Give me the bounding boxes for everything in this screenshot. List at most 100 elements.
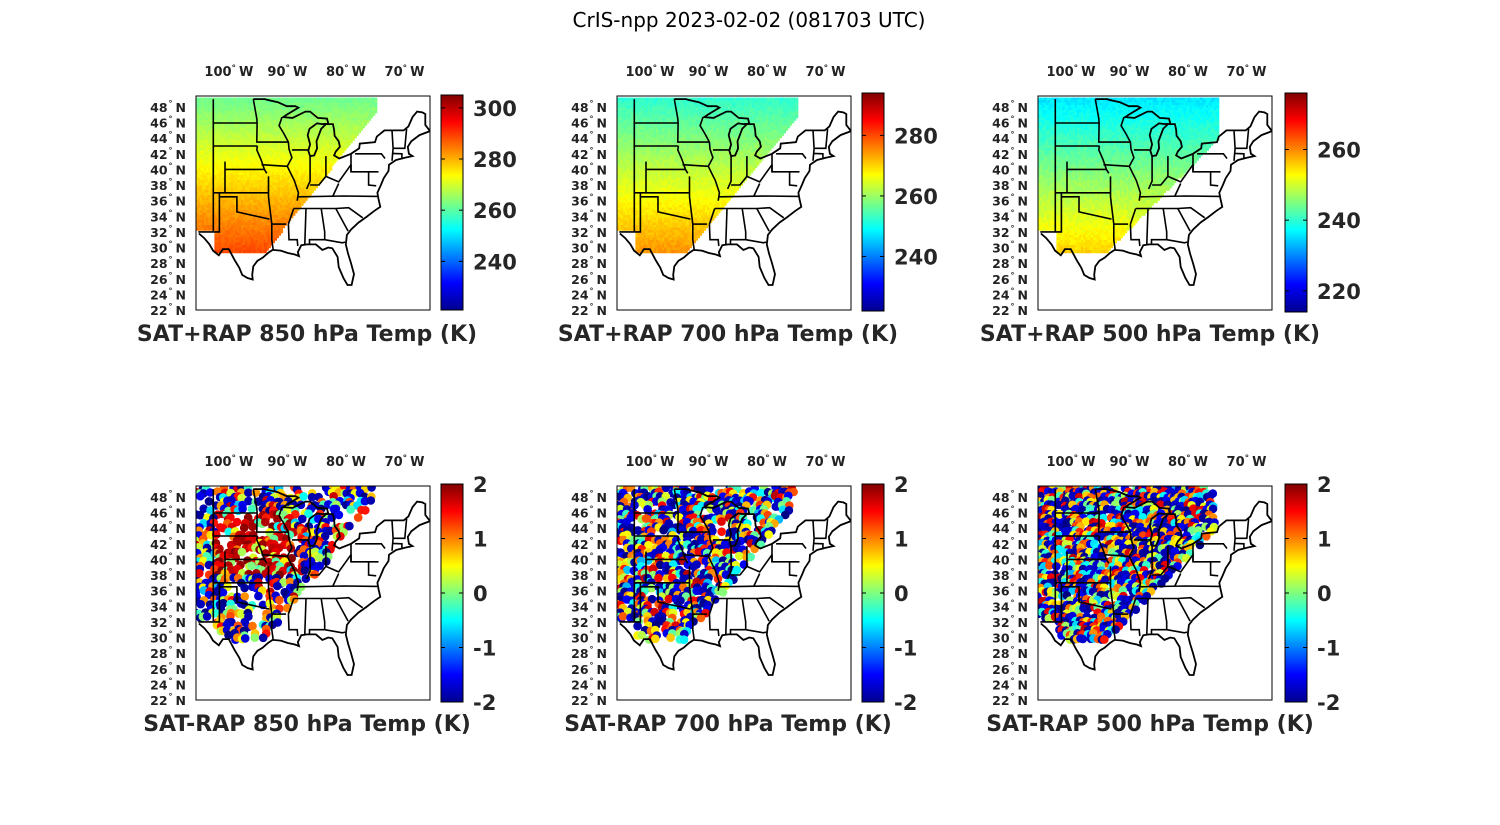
lat-tick-label: 24° N xyxy=(992,286,1028,302)
state-border xyxy=(1152,554,1194,576)
lat-tick-label: 32° N xyxy=(571,614,607,630)
state-border xyxy=(198,582,221,623)
lat-tick-label: 34° N xyxy=(150,598,186,614)
state-border xyxy=(619,582,642,623)
state-border xyxy=(676,122,710,143)
lat-tick-label: 24° N xyxy=(150,286,186,302)
colorbar-tick-label: 260 xyxy=(473,199,517,223)
state-border xyxy=(255,145,268,174)
state-border xyxy=(726,156,732,190)
colorbar xyxy=(861,92,885,312)
state-border xyxy=(287,208,295,225)
lon-tick-label: 80° W xyxy=(1168,64,1208,80)
lat-tick-label: 22° N xyxy=(571,302,607,318)
lat-tick-label: 28° N xyxy=(571,255,607,271)
map-panel-d850: 100° W 90° W 80° W 70° W 48° N46° N44° N42° N40° N38°… xyxy=(143,454,496,737)
lon-tick-label: 70° W xyxy=(806,64,846,80)
lat-tick-label: 30° N xyxy=(992,630,1028,646)
lat-tick-label: 32° N xyxy=(571,224,607,240)
boundary-lines xyxy=(619,98,851,286)
colorbar-tick-label: 2 xyxy=(894,473,909,497)
state-border xyxy=(1233,152,1245,160)
lat-tick-label: 46° N xyxy=(571,505,607,521)
state-border xyxy=(293,596,364,609)
lat-tick-label: 30° N xyxy=(150,240,186,256)
state-border xyxy=(745,628,767,634)
map-frame xyxy=(616,485,852,701)
lat-tick-label: 48° N xyxy=(992,99,1028,115)
lat-tick-label: 32° N xyxy=(992,614,1028,630)
state-border xyxy=(708,614,720,637)
lat-tick-label: 32° N xyxy=(150,614,186,630)
state-border xyxy=(619,192,642,233)
map-frame xyxy=(616,95,852,311)
state-border xyxy=(355,543,386,549)
lon-tick-label: 70° W xyxy=(385,64,425,80)
state-border xyxy=(1129,224,1141,247)
colorbar-tick-label: 260 xyxy=(1317,139,1361,163)
lat-tick-label: 46° N xyxy=(992,505,1028,521)
state-border xyxy=(1135,206,1206,219)
state-border xyxy=(745,238,767,244)
state-border xyxy=(1120,116,1142,201)
state-border xyxy=(367,172,377,187)
lat-tick-label: 22° N xyxy=(571,692,607,708)
state-border xyxy=(640,196,691,220)
state-border xyxy=(673,488,679,514)
data-field xyxy=(1038,97,1220,254)
colorbar-tick-label: 220 xyxy=(1317,280,1361,304)
lat-tick-label: 46° N xyxy=(150,505,186,521)
lat-tick-label: 40° N xyxy=(150,161,186,177)
state-border xyxy=(1097,145,1110,174)
state-border xyxy=(1197,153,1228,159)
colorbar-tick-label: 280 xyxy=(473,148,517,172)
state-border xyxy=(676,145,689,174)
state-border xyxy=(725,598,728,635)
colorbar-tick-label: 240 xyxy=(894,246,938,270)
lat-tick-label: 40° N xyxy=(992,551,1028,567)
colorbar-tick-label: 0 xyxy=(894,582,909,606)
state-border xyxy=(1140,585,1221,588)
lat-tick-label: 44° N xyxy=(571,130,607,146)
lat-tick-label: 34° N xyxy=(571,598,607,614)
state-border xyxy=(1147,156,1153,190)
colorbar-tick-label: 2 xyxy=(1317,473,1332,497)
lat-tick-label: 44° N xyxy=(571,520,607,536)
lon-tick-label: 100° W xyxy=(1047,64,1096,80)
state-border xyxy=(1174,183,1182,197)
coastline xyxy=(619,98,851,286)
state-border xyxy=(391,152,403,160)
state-border xyxy=(391,542,403,550)
state-border xyxy=(753,183,761,197)
map-panel-p700: 100° W 90° W 80° W 70° W 48° N46° N44° N42° N40° N38°… xyxy=(558,64,938,347)
lat-tick-label: 38° N xyxy=(150,567,186,583)
lat-tick-label: 28° N xyxy=(571,645,607,661)
lon-tick-label: 80° W xyxy=(326,64,366,80)
lat-tick-label: 24° N xyxy=(571,676,607,692)
lat-tick-label: 48° N xyxy=(150,99,186,115)
state-border xyxy=(305,156,311,190)
boundary-lines xyxy=(198,488,430,676)
lon-tick-label: 100° W xyxy=(626,454,675,470)
state-border xyxy=(1197,543,1228,549)
lat-tick-label: 22° N xyxy=(150,692,186,708)
state-border xyxy=(1146,598,1149,635)
state-border xyxy=(812,130,815,161)
data-field xyxy=(617,486,798,644)
state-border xyxy=(261,163,288,168)
state-border xyxy=(391,130,394,161)
state-border xyxy=(1166,238,1188,244)
lat-tick-label: 42° N xyxy=(150,536,186,552)
lat-tick-label: 42° N xyxy=(992,146,1028,162)
coastline xyxy=(1040,98,1272,286)
state-border xyxy=(676,535,689,564)
lat-tick-label: 38° N xyxy=(571,177,607,193)
colorbar-tick-label: 0 xyxy=(1317,582,1332,606)
lat-tick-label: 30° N xyxy=(150,630,186,646)
state-border xyxy=(255,512,289,533)
state-border xyxy=(1235,128,1250,150)
state-border xyxy=(1109,566,1116,641)
colorbar-tick-label: -2 xyxy=(473,691,496,715)
lat-tick-label: 48° N xyxy=(571,99,607,115)
lat-tick-label: 40° N xyxy=(571,161,607,177)
